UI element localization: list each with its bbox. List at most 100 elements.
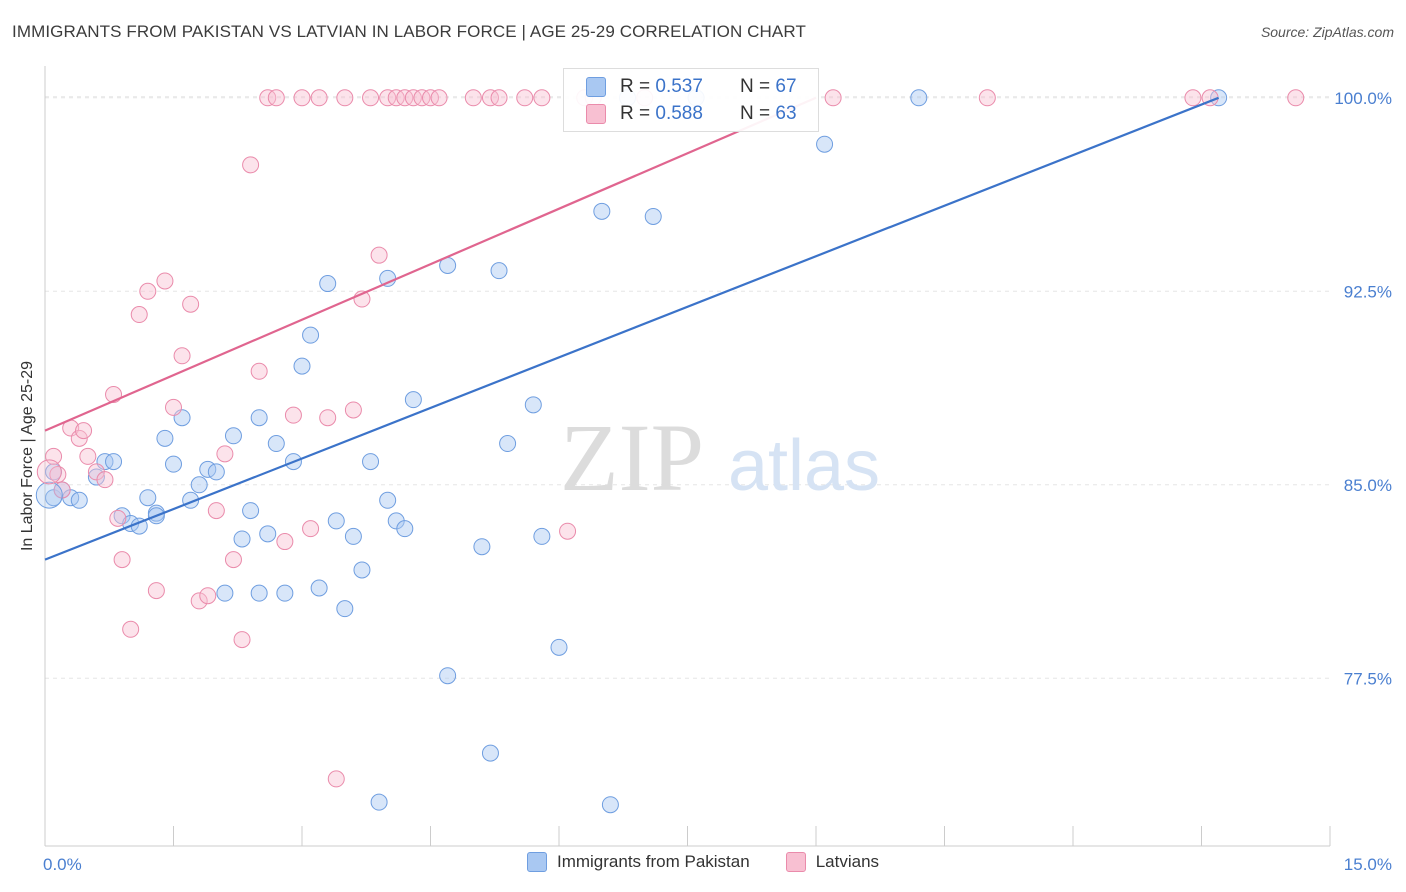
point-latvians: [978, 89, 996, 107]
legend-n-latvians: N = 63: [740, 103, 797, 124]
point-pakistan: [276, 584, 294, 602]
point-pakistan: [216, 584, 234, 602]
point-latvians: [824, 89, 842, 107]
point-latvians: [362, 89, 380, 107]
point-latvians: [387, 89, 405, 107]
point-latvians: [156, 272, 174, 290]
source-label: Source: ZipAtlas.com: [1260, 24, 1394, 40]
chart-title: IMMIGRANTS FROM PAKISTAN VS LATVIAN IN L…: [12, 22, 806, 41]
legend-swatch-latvians-bottom: [785, 852, 806, 872]
legend-item-pakistan[interactable]: Immigrants from Pakistan: [526, 852, 750, 872]
point-pakistan: [524, 396, 542, 414]
point-pakistan: [190, 476, 208, 494]
point-pakistan: [267, 435, 285, 453]
point-latvians: [481, 89, 499, 107]
legend-row-pakistan: R = 0.537 N = 67: [586, 74, 797, 100]
point-pakistan: [224, 427, 242, 445]
point-latvians: [336, 89, 354, 107]
point-latvians: [199, 587, 217, 605]
point-latvians: [45, 447, 63, 465]
point-latvians: [96, 471, 114, 489]
legend-label-latvians: Latvians: [815, 852, 880, 871]
point-latvians: [464, 89, 482, 107]
point-pakistan: [344, 527, 362, 545]
legend-swatch-latvians: [586, 104, 606, 124]
point-latvians: [1287, 89, 1305, 107]
legend-n-pakistan: N = 67: [740, 76, 797, 97]
trend-line-latvians: [44, 96, 817, 432]
point-pakistan: [644, 207, 662, 225]
point-pakistan: [593, 202, 611, 220]
data-points: [35, 89, 1305, 814]
point-pakistan: [242, 502, 260, 520]
y-tick-label: 100.0%: [1334, 89, 1392, 108]
point-latvians: [233, 631, 251, 649]
point-pakistan: [336, 600, 354, 618]
legend-r-latvians: R = 0.588: [620, 103, 703, 124]
point-latvians: [250, 362, 268, 380]
point-latvians: [267, 89, 285, 107]
point-pakistan: [533, 527, 551, 545]
point-pakistan: [473, 538, 491, 556]
point-latvians: [109, 509, 127, 527]
trend-lines: [44, 96, 1220, 561]
point-pakistan: [396, 520, 414, 538]
point-latvians: [327, 770, 345, 788]
trend-line-pakistan: [44, 96, 1220, 561]
watermark: ZIP atlas: [560, 404, 880, 511]
point-pakistan: [490, 262, 508, 280]
point-pakistan: [379, 491, 397, 509]
tick-labels: 100.0% 92.5% 85.0% 77.5% 0.0% 15.0%: [43, 89, 1392, 874]
point-pakistan: [310, 579, 328, 597]
point-latvians: [370, 246, 388, 264]
point-pakistan: [207, 463, 225, 481]
point-latvians: [284, 406, 302, 424]
point-latvians: [165, 398, 182, 416]
legend-item-latvians[interactable]: Latvians: [785, 852, 880, 872]
point-pakistan: [816, 135, 834, 153]
point-pakistan: [353, 561, 371, 579]
point-latvians: [139, 282, 157, 300]
point-latvians: [430, 89, 448, 107]
point-pakistan: [362, 453, 380, 471]
legend-swatch-pakistan: [586, 77, 606, 97]
point-latvians: [293, 89, 311, 107]
point-latvians: [396, 89, 414, 107]
point-pakistan: [499, 435, 517, 453]
point-latvians: [276, 533, 294, 551]
gridlines: [45, 96, 1330, 679]
point-latvians: [422, 89, 439, 107]
point-pakistan: [404, 391, 422, 409]
point-pakistan: [165, 455, 182, 473]
point-latvians: [207, 502, 225, 520]
legend-row-latvians: R = 0.588 N = 63: [586, 101, 797, 127]
point-latvians: [224, 551, 242, 569]
point-latvians: [113, 551, 131, 569]
point-latvians: [516, 89, 534, 107]
point-pakistan: [233, 530, 251, 548]
point-pakistan: [259, 525, 277, 543]
legend-swatch-pakistan-bottom: [526, 852, 547, 872]
point-latvians: [404, 89, 422, 107]
point-latvians: [130, 306, 148, 324]
point-latvians: [147, 582, 165, 600]
point-pakistan-large: [35, 481, 63, 509]
point-latvians: [75, 422, 93, 440]
point-latvians: [533, 89, 551, 107]
watermark-zip: ZIP: [560, 404, 704, 511]
legend-r-pakistan: R = 0.537: [620, 76, 703, 97]
point-latvians: [190, 592, 208, 610]
correlation-legend: R = 0.537 N = 67 R = 0.588 N = 63: [563, 68, 819, 132]
point-latvians: [49, 465, 67, 483]
point-latvians: [242, 156, 260, 174]
point-latvians: [310, 89, 328, 107]
point-pakistan: [370, 793, 388, 811]
point-pakistan: [156, 429, 174, 447]
point-pakistan: [327, 512, 345, 530]
point-latvians: [319, 409, 337, 427]
point-pakistan: [550, 638, 568, 656]
point-pakistan: [910, 89, 928, 107]
point-latvians: [173, 347, 191, 365]
x-tick-label-min: 0.0%: [43, 855, 82, 874]
